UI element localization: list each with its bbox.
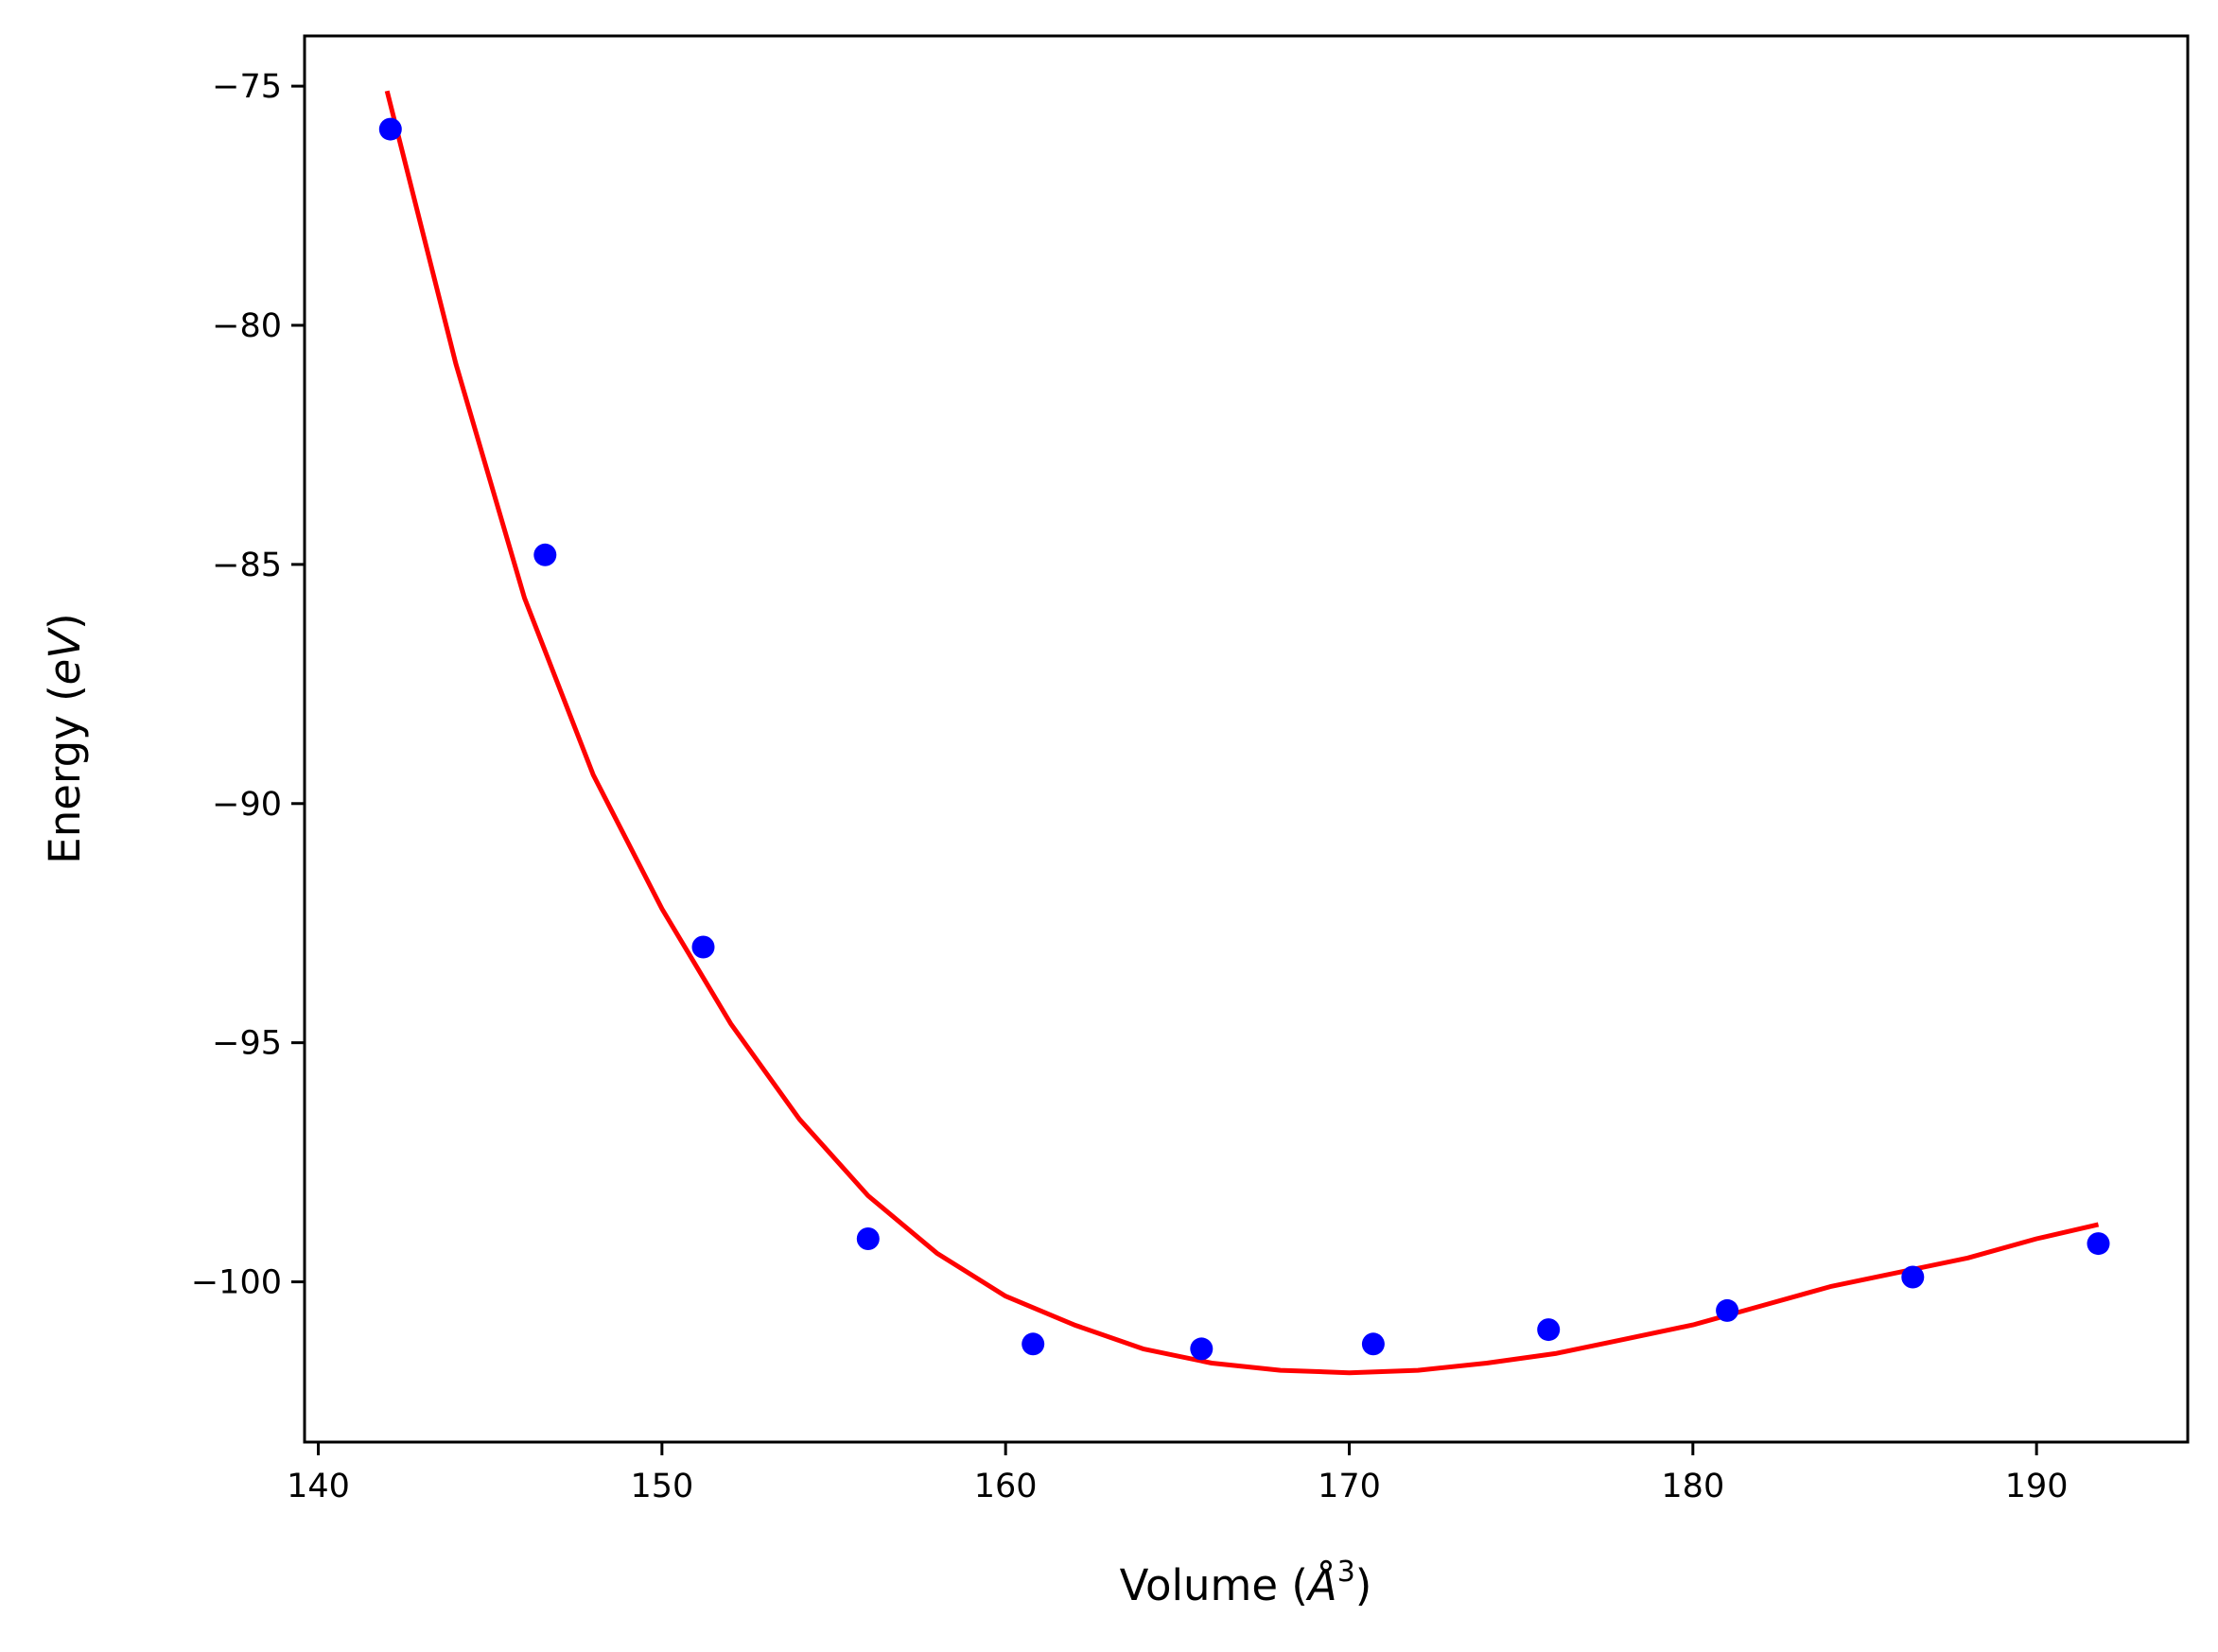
data-point bbox=[1537, 1318, 1561, 1342]
y-tick-label: −95 bbox=[212, 1025, 282, 1063]
data-point bbox=[2087, 1232, 2110, 1256]
plot-area bbox=[305, 36, 2188, 1442]
x-axis-label-suffix: ) bbox=[1355, 1560, 1372, 1610]
data-point bbox=[1716, 1298, 1739, 1322]
x-tick-label: 160 bbox=[974, 1468, 1038, 1505]
data-points-layer bbox=[378, 117, 2110, 1361]
data-point bbox=[691, 935, 715, 959]
y-tick-label: −85 bbox=[212, 547, 282, 584]
y-axis-label-prefix: Energy ( bbox=[40, 685, 90, 863]
y-axis-label: Energy (eV) bbox=[40, 613, 90, 863]
y-axis-label-suffix: ) bbox=[40, 613, 90, 630]
data-point bbox=[1901, 1265, 1925, 1289]
data-point bbox=[856, 1227, 880, 1250]
data-point bbox=[378, 117, 402, 141]
x-axis-label-prefix: Volume ( bbox=[1120, 1560, 1308, 1610]
plot-frame bbox=[303, 34, 2190, 1444]
fit-curve bbox=[384, 90, 2100, 1376]
x-tick-label: 140 bbox=[287, 1468, 350, 1505]
x-axis: 140 150 160 170 180 190 bbox=[287, 1442, 2069, 1505]
data-point bbox=[1022, 1332, 1045, 1356]
y-tick-label: −100 bbox=[191, 1264, 282, 1302]
y-tick-label: −80 bbox=[212, 307, 282, 345]
x-axis-label-symbol: Å bbox=[1305, 1560, 1337, 1610]
y-tick-label: −90 bbox=[212, 786, 282, 824]
x-tick-label: 150 bbox=[630, 1468, 693, 1505]
fit-curve-layer bbox=[384, 90, 2100, 1376]
data-point bbox=[1361, 1332, 1385, 1356]
x-tick-label: 170 bbox=[1318, 1468, 1381, 1505]
y-tick-label: −75 bbox=[212, 68, 282, 106]
x-axis-label: Volume (Å3) bbox=[1120, 1556, 1372, 1610]
y-axis: −75 −80 −85 −90 −95 −100 bbox=[191, 68, 305, 1302]
x-tick-label: 190 bbox=[2005, 1468, 2069, 1505]
data-point bbox=[533, 543, 557, 566]
x-axis-label-superscript: 3 bbox=[1337, 1556, 1355, 1589]
data-point bbox=[1190, 1337, 1214, 1361]
y-axis-label-unit: eV bbox=[40, 627, 90, 686]
x-tick-label: 180 bbox=[1661, 1468, 1724, 1505]
